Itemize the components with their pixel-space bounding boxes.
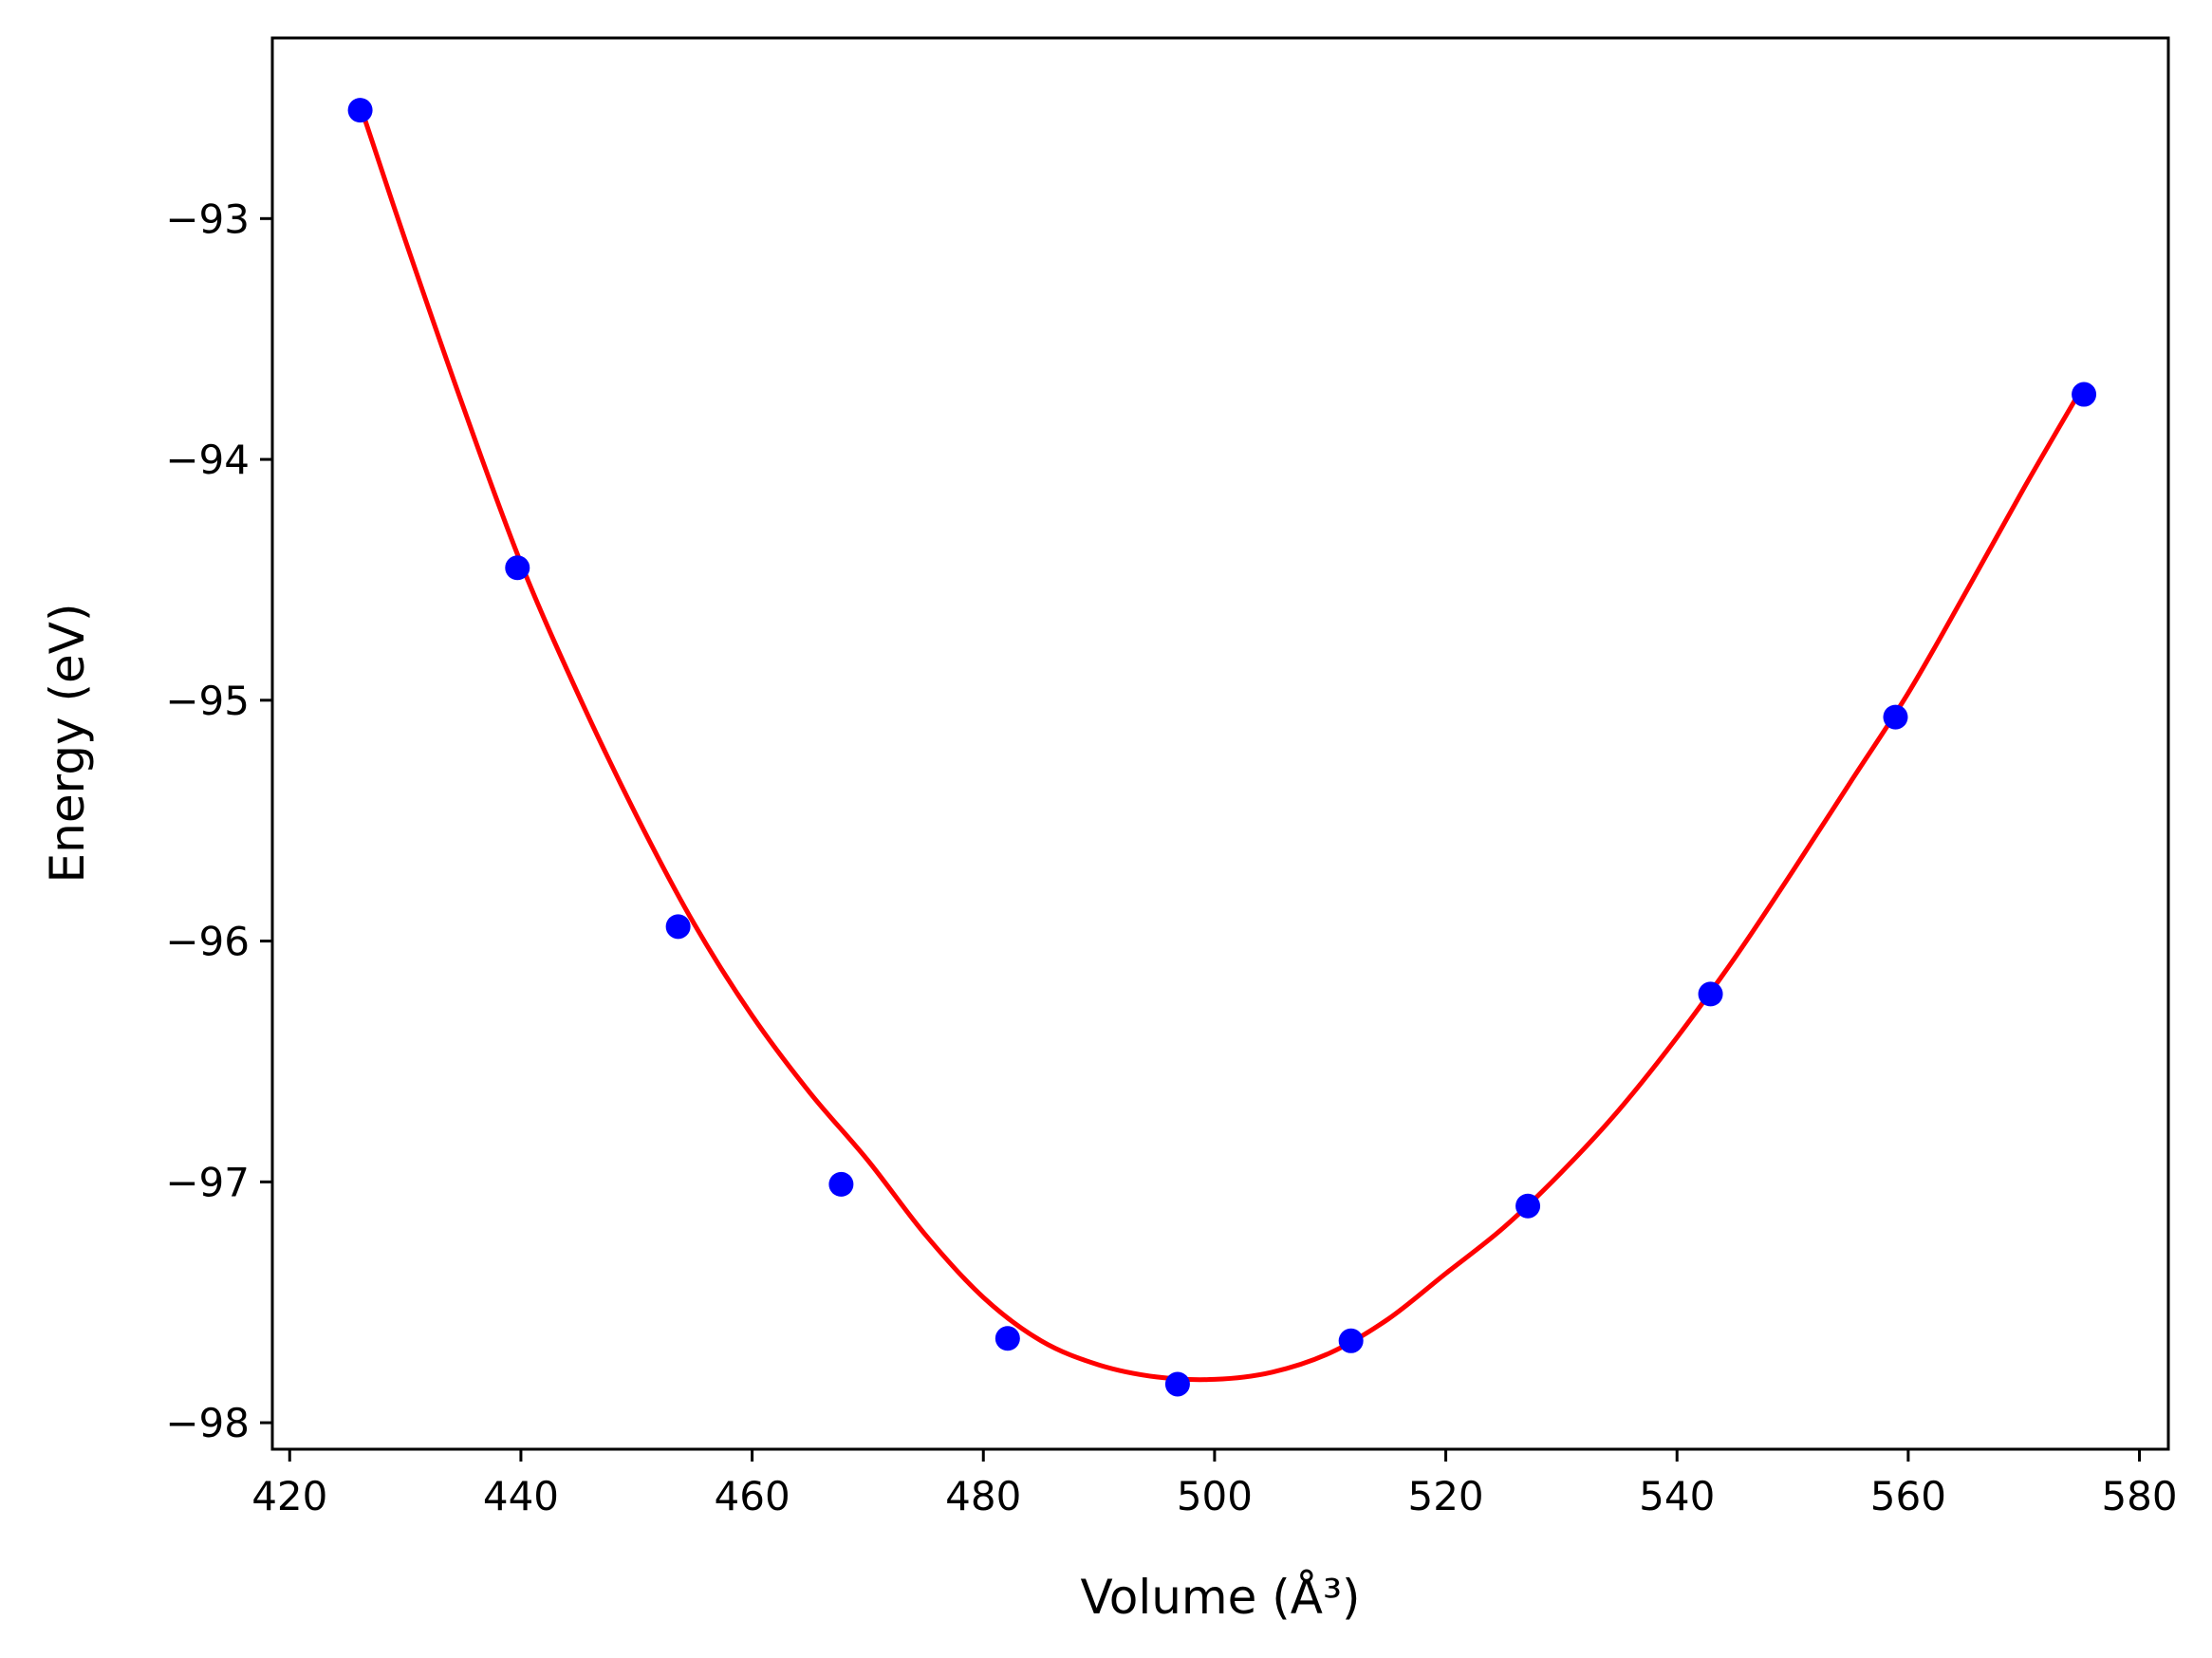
data-point	[2072, 382, 2097, 407]
data-point	[1515, 1193, 1541, 1219]
plot-frame	[270, 36, 2170, 1451]
x-tick-label: 460	[715, 1473, 790, 1519]
x-tick-label: 540	[1639, 1473, 1715, 1519]
x-axis-ticks: 420 440 460 480 500 520 540 560 580	[251, 1449, 2178, 1519]
y-tick-label: −94	[165, 437, 250, 483]
y-tick-label: −93	[165, 196, 250, 242]
data-point	[828, 1171, 854, 1197]
data-point	[1164, 1371, 1190, 1397]
data-point	[505, 555, 530, 581]
data-point	[347, 98, 373, 123]
x-tick-label: 560	[1870, 1473, 1946, 1519]
x-tick-label: 500	[1177, 1473, 1253, 1519]
data-point	[1338, 1328, 1364, 1353]
y-tick-label: −98	[165, 1400, 250, 1446]
data-point	[994, 1326, 1020, 1351]
x-tick-label: 420	[251, 1473, 327, 1519]
data-points-layer	[347, 98, 2097, 1397]
x-tick-label: 480	[945, 1473, 1021, 1519]
y-tick-label: −95	[165, 678, 250, 724]
y-axis-ticks: −98 −97 −96 −95 −94 −93	[165, 196, 272, 1446]
y-tick-label: −97	[165, 1159, 250, 1205]
y-axis-label: Energy (eV)	[40, 604, 95, 884]
y-tick-label: −96	[165, 919, 250, 965]
data-point	[665, 914, 691, 940]
x-axis-label: Volume (Å³)	[1080, 1570, 1360, 1625]
data-point	[1883, 704, 1908, 730]
x-tick-label: 580	[2101, 1473, 2177, 1519]
x-tick-label: 520	[1407, 1473, 1483, 1519]
data-point	[1698, 981, 1723, 1007]
x-tick-label: 440	[483, 1473, 559, 1519]
